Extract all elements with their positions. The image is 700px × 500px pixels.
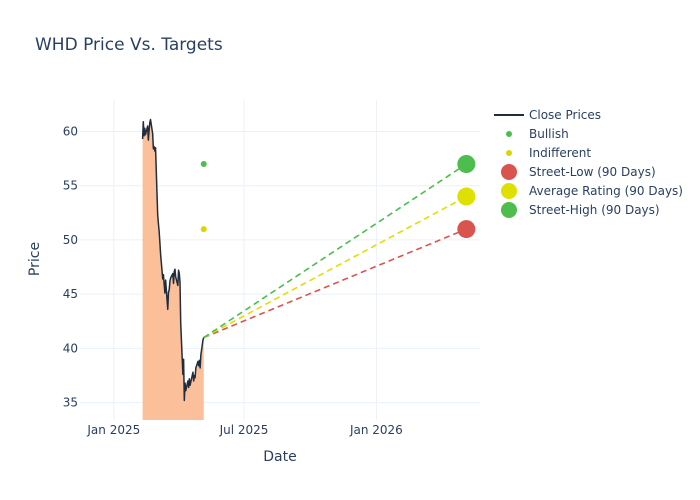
y-tick-label: 55 [63, 179, 78, 193]
y-tick-label: 40 [63, 341, 78, 355]
x-axis-ticks: Jan 2025 Jul 2025 Jan 2026 [86, 423, 402, 437]
legend-label[interactable]: Street-High (90 Days) [529, 203, 660, 217]
target-point[interactable] [457, 155, 476, 173]
y-tick-label: 60 [63, 124, 78, 138]
rating-point[interactable] [200, 161, 207, 167]
target-point[interactable] [457, 187, 476, 206]
target-lines [203, 163, 467, 339]
rating-point[interactable] [200, 226, 207, 233]
close-price-series[interactable] [141, 118, 205, 402]
rating-markers[interactable] [200, 155, 476, 239]
legend-swatch-dot [501, 183, 517, 199]
y-tick-label: 45 [63, 287, 78, 301]
legend-label[interactable]: Close Prices [529, 108, 601, 122]
chart-title: WHD Price Vs. Targets [35, 35, 223, 55]
grid-lines [80, 100, 480, 420]
y-axis-title: Price [27, 242, 43, 276]
legend-label[interactable]: Street-Low (90 Days) [529, 165, 656, 179]
legend-label[interactable]: Indifferent [529, 146, 591, 160]
x-tick-label: Jan 2025 [86, 423, 140, 437]
y-axis-ticks: 35 40 45 50 55 60 [63, 124, 78, 409]
y-tick-label: 35 [63, 396, 78, 410]
legend[interactable]: Close Prices Bullish Indifferent Street-Low… [494, 108, 683, 218]
x-tick-label: Jan 2026 [349, 423, 403, 437]
y-tick-label: 50 [63, 233, 78, 247]
legend-label[interactable]: Bullish [529, 127, 569, 141]
target-line [203, 163, 467, 339]
close-price-area [142, 119, 204, 420]
target-line [203, 228, 467, 339]
x-axis-title: Date [263, 449, 296, 465]
legend-swatch-dot [506, 150, 512, 156]
target-line [203, 195, 467, 339]
plot-area[interactable] [80, 100, 480, 420]
x-tick-label: Jul 2025 [219, 423, 269, 437]
legend-label[interactable]: Average Rating (90 Days) [529, 184, 683, 198]
target-point[interactable] [457, 220, 476, 239]
legend-swatch-dot [501, 164, 517, 180]
price-area-fill [142, 119, 204, 420]
legend-swatch-dot [501, 202, 517, 218]
close-price-line[interactable] [141, 118, 205, 402]
legend-swatch-dot [506, 131, 512, 137]
